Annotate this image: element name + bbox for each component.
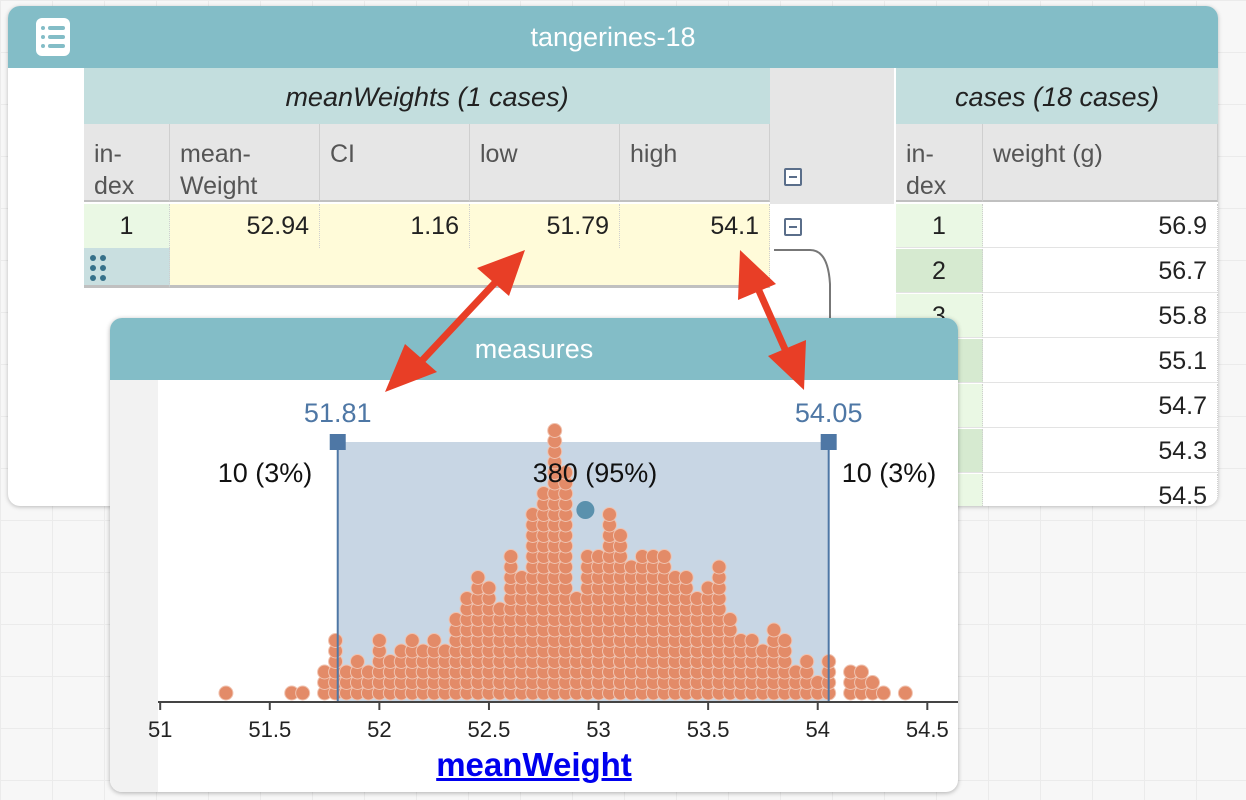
child-collection-title: cases (18 cases) (896, 68, 1218, 124)
collapse-row-icon[interactable] (784, 218, 802, 236)
x-tick-label: 54 (805, 717, 829, 742)
data-dot (711, 559, 727, 575)
child-cell-weight[interactable]: 54.7 (983, 384, 1218, 428)
child-cell-index[interactable]: 2 (896, 249, 983, 293)
x-tick-label: 53 (586, 717, 610, 742)
graph-window[interactable]: measures 51 51.5 52 52.5 53 53.5 54 54.5 51.81 54… (110, 318, 958, 792)
relation-connector (774, 249, 831, 324)
child-cell-weight[interactable]: 54.5 (983, 474, 1218, 506)
right-count-label: 10 (3%) (842, 458, 937, 488)
x-axis-attribute-label[interactable]: meanWeight (436, 746, 632, 783)
mean-dot (576, 501, 595, 519)
table-icon[interactable] (36, 18, 70, 56)
left-bound-value: 51.81 (304, 398, 372, 428)
data-dot (481, 580, 497, 596)
new-row-drag-handle[interactable] (84, 248, 170, 288)
parent-col-index[interactable]: in- dex (84, 124, 170, 202)
data-dot (426, 633, 442, 648)
data-dot (218, 685, 234, 701)
child-cell-weight[interactable]: 55.8 (983, 294, 1218, 338)
data-dot (470, 570, 486, 585)
data-dot (547, 423, 563, 438)
data-dot (875, 685, 891, 701)
data-dot (777, 633, 793, 648)
child-col-index[interactable]: in- dex (896, 124, 983, 202)
data-dot (744, 633, 760, 648)
x-tick-label: 52 (367, 717, 391, 742)
child-cell-weight[interactable]: 56.7 (983, 249, 1218, 293)
left-bound-handle[interactable] (329, 434, 346, 450)
x-tick-label: 51.5 (248, 717, 291, 742)
data-dot (602, 507, 618, 522)
data-dot (295, 685, 311, 701)
left-count-label: 10 (3%) (218, 458, 313, 488)
child-cell-weight[interactable]: 54.3 (983, 429, 1218, 473)
parent-collection-title: meanWeights (1 cases) (84, 68, 770, 124)
parent-col-low[interactable]: low (470, 124, 620, 202)
data-dot (678, 570, 694, 585)
data-dot (371, 633, 387, 648)
table-titlebar[interactable]: tangerines-18 (8, 6, 1218, 68)
parent-col-high[interactable]: high (620, 124, 770, 202)
data-dot (503, 549, 519, 564)
data-dot (865, 675, 881, 690)
dot-plot[interactable]: 51 51.5 52 52.5 53 53.5 54 54.5 51.81 54.05 10 (3%… (110, 380, 958, 792)
data-dot (612, 528, 628, 543)
child-cell-weight[interactable]: 55.1 (983, 339, 1218, 383)
axis-gutter (110, 380, 158, 792)
data-dot (349, 654, 365, 669)
data-dot (799, 654, 815, 669)
parent-cell-ci[interactable]: 1.16 (320, 204, 470, 248)
x-tick-label: 54.5 (906, 717, 949, 742)
data-dot (722, 612, 738, 627)
right-bound-handle[interactable] (820, 434, 837, 450)
new-row-input[interactable] (170, 248, 770, 288)
data-dot (656, 549, 672, 564)
data-dot (897, 685, 913, 701)
parent-cell-index[interactable]: 1 (84, 204, 170, 248)
right-bound-value: 54.05 (795, 398, 863, 428)
data-dot (558, 465, 574, 480)
data-dot (766, 622, 782, 638)
drag-dots-icon (90, 255, 106, 281)
collapse-all-icon[interactable] (784, 168, 802, 186)
parent-col-ci[interactable]: CI (320, 124, 470, 202)
graph-title[interactable]: measures (110, 318, 958, 380)
child-col-weight[interactable]: weight (g) (983, 124, 1218, 202)
x-tick-label: 51 (148, 717, 172, 742)
parent-cell-high[interactable]: 54.1 (620, 204, 770, 248)
middle-count-label: 380 (95%) (533, 458, 658, 488)
data-dot (328, 633, 344, 648)
table-title: tangerines-18 (530, 22, 696, 52)
child-cell-weight[interactable]: 56.9 (983, 204, 1218, 248)
data-dot (854, 664, 870, 680)
parent-col-meanweight[interactable]: mean- Weight (170, 124, 320, 202)
parent-cell-meanweight[interactable]: 52.94 (170, 204, 320, 248)
child-cell-index[interactable]: 1 (896, 204, 983, 248)
parent-cell-low[interactable]: 51.79 (470, 204, 620, 248)
x-tick-label: 52.5 (468, 717, 511, 742)
data-dot (404, 633, 420, 648)
x-tick-label: 53.5 (687, 717, 730, 742)
